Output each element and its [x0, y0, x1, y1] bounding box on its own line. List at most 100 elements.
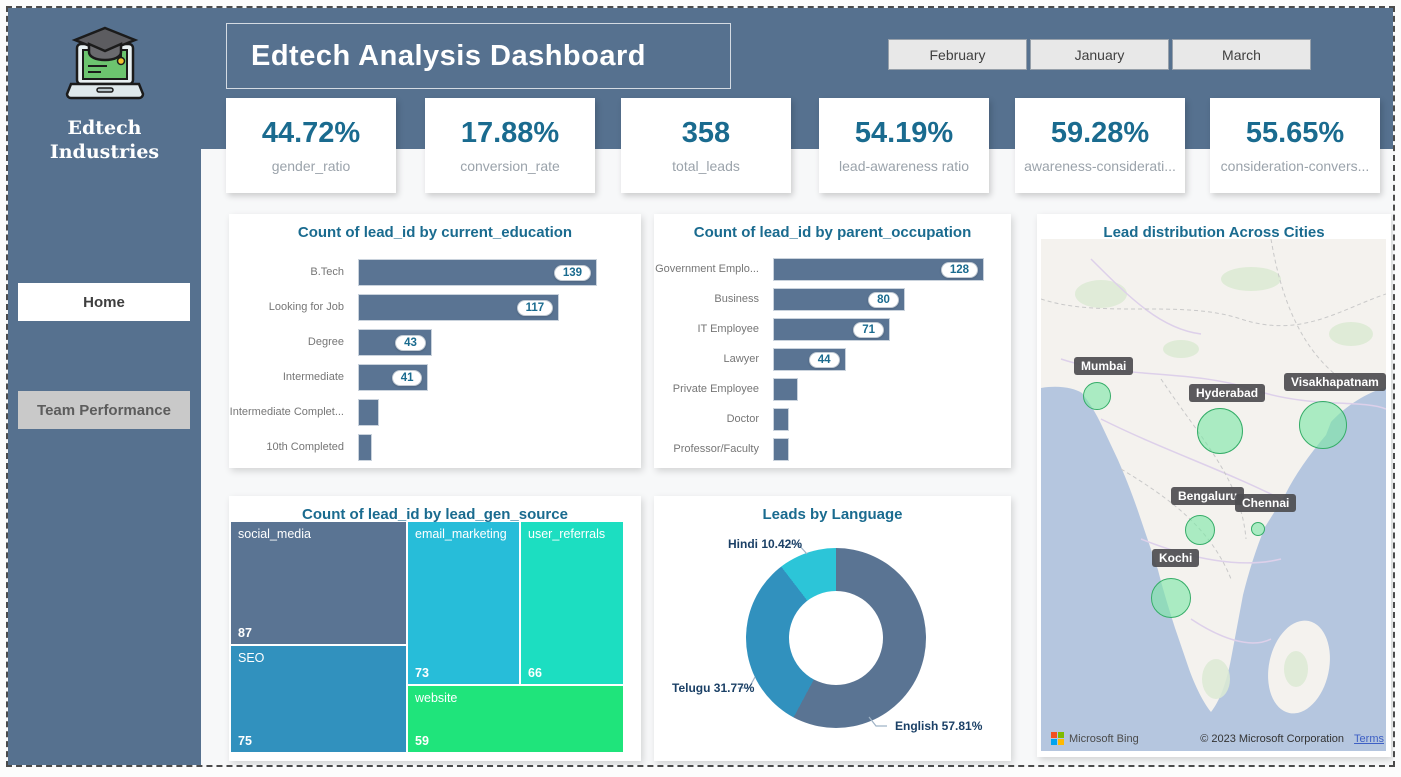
sidebar-item-home[interactable]: Home: [18, 283, 190, 321]
map-bubble-visakhapatnam[interactable]: [1299, 401, 1347, 449]
chart-title: Leads by Language: [762, 506, 903, 523]
bar-value-pill: 139: [553, 264, 591, 281]
dashboard-title-box: Edtech Analysis Dashboard: [226, 23, 731, 89]
bar-category-label: 10th Completed: [266, 441, 344, 453]
bar-category-label: Looking for Job: [268, 301, 344, 313]
treemap-tile-label: email_marketing: [415, 527, 507, 541]
month-button-january[interactable]: January: [1030, 39, 1169, 70]
brand-name: Edtech Industries: [49, 117, 160, 163]
sidebar-item-team-performance[interactable]: Team Performance: [18, 391, 190, 429]
map-city-chip-chennai: Chennai: [1235, 494, 1297, 512]
treemap-tile-user-referrals[interactable]: user_referrals 66: [521, 522, 623, 684]
terms-link[interactable]: Terms: [1354, 732, 1384, 745]
treemap-tile-value: 75: [238, 734, 252, 748]
bar-category-label: IT Employee: [697, 323, 759, 335]
bar-category-label: Business: [714, 293, 759, 305]
chart-panel-current-education: Count of lead_id by current_education B.…: [229, 214, 641, 468]
kpi-value: 17.88%: [460, 117, 560, 149]
chart-title: Count of lead_id by lead_gen_source: [302, 506, 568, 523]
donut-slice-label-hindi: Hindi 10.42%: [728, 537, 803, 551]
chart-panel-parent-occupation: Count of lead_id by parent_occupation Go…: [654, 214, 1011, 468]
treemap-tile-label: social_media: [238, 527, 311, 541]
chart-title: Count of lead_id by current_education: [297, 224, 573, 241]
bing-map[interactable]: Mumbai Hyderabad Visakhapatnam Bengaluru Che…: [1041, 239, 1386, 751]
bar-value-pill: 80: [868, 291, 899, 308]
treemap-tile-email-marketing[interactable]: email_marketing 73: [408, 522, 519, 684]
kpi-value: 55.65%: [1245, 117, 1345, 149]
kpi-card-consideration-convers: 55.65% consideration-convers...: [1210, 98, 1380, 193]
map-city-chip-hyderabad: Hyderabad: [1189, 384, 1266, 402]
bar-doctor[interactable]: [773, 408, 790, 431]
kpi-value: 59.28%: [1050, 117, 1150, 149]
treemap-tile-label: user_referrals: [528, 527, 606, 541]
treemap-tile-value: 59: [415, 734, 429, 748]
bar-degree[interactable]: 43: [358, 329, 432, 356]
map-bubble-mumbai[interactable]: [1083, 382, 1111, 410]
bar-lawyer[interactable]: 44: [773, 348, 846, 371]
bar-value-pill: 128: [940, 261, 978, 278]
kpi-card-conversion-rate: 17.88% conversion_rate: [425, 98, 595, 193]
treemap-tile-social-media[interactable]: social_media 87: [231, 522, 406, 644]
kpi-value: 44.72%: [261, 117, 361, 149]
kpi-label: consideration-convers...: [1220, 158, 1370, 174]
bar-category-label: Intermediate: [282, 371, 344, 383]
bar-intermediate[interactable]: 41: [358, 364, 429, 391]
bar-row: Degree 43: [229, 329, 641, 356]
bar-value-pill: 44: [808, 351, 840, 368]
occupation-bar-chart: Government Emplo... 128 Business 80 IT Emplo…: [654, 214, 1011, 468]
map-panel-cities: Lead distribution Across Cities: [1037, 214, 1391, 757]
map-bubble-hyderabad[interactable]: [1197, 408, 1243, 454]
bar-private-employee[interactable]: [773, 378, 798, 401]
language-donut-chart: English 57.81% Telugu 31.77% Hindi 10.42%: [654, 496, 1011, 761]
treemap-tile-value: 87: [238, 626, 252, 640]
month-button-march[interactable]: March: [1172, 39, 1311, 70]
treemap-tile-seo[interactable]: SEO 75: [231, 646, 406, 752]
copyright-text: © 2023 Microsoft Corporation: [1200, 732, 1345, 745]
bar-it-employee[interactable]: 71: [773, 318, 891, 341]
bar-government-emplo[interactable]: 128: [773, 258, 984, 281]
map-bubble-kochi[interactable]: [1151, 578, 1191, 618]
bar-10th-completed[interactable]: [358, 434, 372, 461]
bar-row: Looking for Job 117: [229, 294, 641, 321]
bing-logo: Microsoft Bing: [1051, 732, 1139, 745]
bar-row: Business 80: [654, 288, 1011, 311]
bar-category-label: Degree: [307, 336, 344, 348]
brand-block: Edtech Industries: [8, 22, 201, 165]
map-bubble-bengaluru[interactable]: [1185, 515, 1215, 545]
bar-row: Professor/Faculty: [654, 438, 1011, 461]
bar-row: IT Employee 71: [654, 318, 1011, 341]
bar-b-tech[interactable]: 139: [358, 259, 597, 286]
kpi-value: 54.19%: [854, 117, 954, 149]
bar-business[interactable]: 80: [773, 288, 905, 311]
treemap-tile-value: 66: [528, 666, 542, 680]
bar-category-label: Government Emplo...: [655, 263, 759, 275]
map-city-chip-visakhapatnam: Visakhapatnam: [1284, 373, 1386, 391]
bar-value-pill: 43: [395, 334, 426, 351]
bar-row: 10th Completed: [229, 434, 641, 461]
month-button-february[interactable]: February: [888, 39, 1027, 70]
bar-category-label: Intermediate Complet...: [229, 406, 344, 418]
bar-looking-for-job[interactable]: 117: [358, 294, 560, 321]
dashboard-canvas: Edtech Industries Edtech Analysis Dashbo…: [6, 6, 1395, 767]
chart-panel-lead-gen-source: Count of lead_id by lead_gen_source soci…: [229, 496, 641, 761]
map-bubble-chennai[interactable]: [1251, 522, 1265, 536]
kpi-label: awareness-considerati...: [1024, 158, 1176, 174]
bar-professor-faculty[interactable]: [773, 438, 790, 461]
microsoft-logo-icon: [1051, 732, 1064, 745]
kpi-card-lead-awareness-ratio: 54.19% lead-awareness ratio: [819, 98, 989, 193]
bar-value-pill: 117: [516, 299, 554, 316]
page-title: Edtech Analysis Dashboard: [251, 39, 646, 72]
bing-label: Microsoft Bing: [1069, 732, 1139, 745]
bar-row: Doctor: [654, 408, 1011, 431]
treemap-tile-website[interactable]: website 59: [408, 686, 623, 752]
kpi-card-awareness-considerati: 59.28% awareness-considerati...: [1015, 98, 1185, 193]
bar-row: B.Tech 139: [229, 259, 641, 286]
map-attribution: Microsoft Bing © 2023 Microsoft Corporat…: [1045, 732, 1386, 745]
chart-title: Count of lead_id by parent_occupation: [693, 224, 972, 241]
bar-intermediate-complet[interactable]: [358, 399, 379, 426]
kpi-label: total_leads: [672, 158, 740, 174]
kpi-card-total-leads: 358 total_leads: [621, 98, 791, 193]
donut-hole: [789, 591, 883, 685]
month-filter-group: February January March: [888, 39, 1311, 70]
bar-category-label: Lawyer: [723, 353, 759, 365]
